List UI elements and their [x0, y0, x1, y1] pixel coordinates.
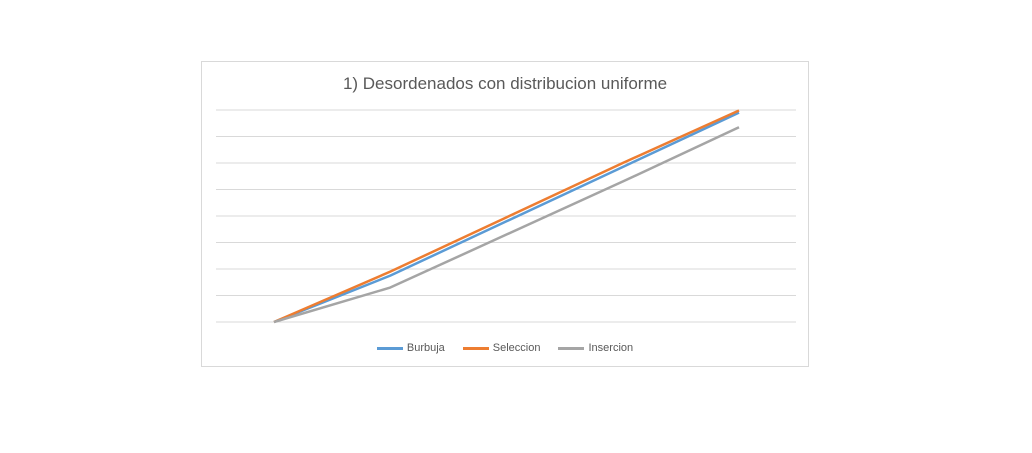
legend-label: Insercion — [588, 342, 634, 354]
chart-frame: 1) Desordenados con distribucion uniform… — [201, 61, 809, 367]
legend-swatch — [376, 346, 403, 350]
series-line-burbuja — [273, 111, 740, 324]
legend-item-insercion: Insercion — [558, 342, 633, 354]
legend: Burbuja Seleccion Insercion — [202, 342, 808, 354]
legend-label: Seleccion — [492, 342, 541, 354]
legend-swatch — [558, 346, 585, 350]
chart-title: 1) Desordenados con distribucion uniform… — [342, 74, 668, 93]
legend-item-seleccion: Seleccion — [462, 342, 541, 354]
plot-area — [216, 109, 796, 324]
series-line-insercion — [273, 126, 740, 324]
series-lines — [273, 109, 740, 324]
legend-label: Burbuja — [406, 342, 445, 354]
series-line-seleccion — [273, 109, 740, 324]
legend-item-burbuja: Burbuja — [376, 342, 445, 354]
legend-swatch — [462, 346, 489, 350]
gridlines — [216, 109, 796, 323]
